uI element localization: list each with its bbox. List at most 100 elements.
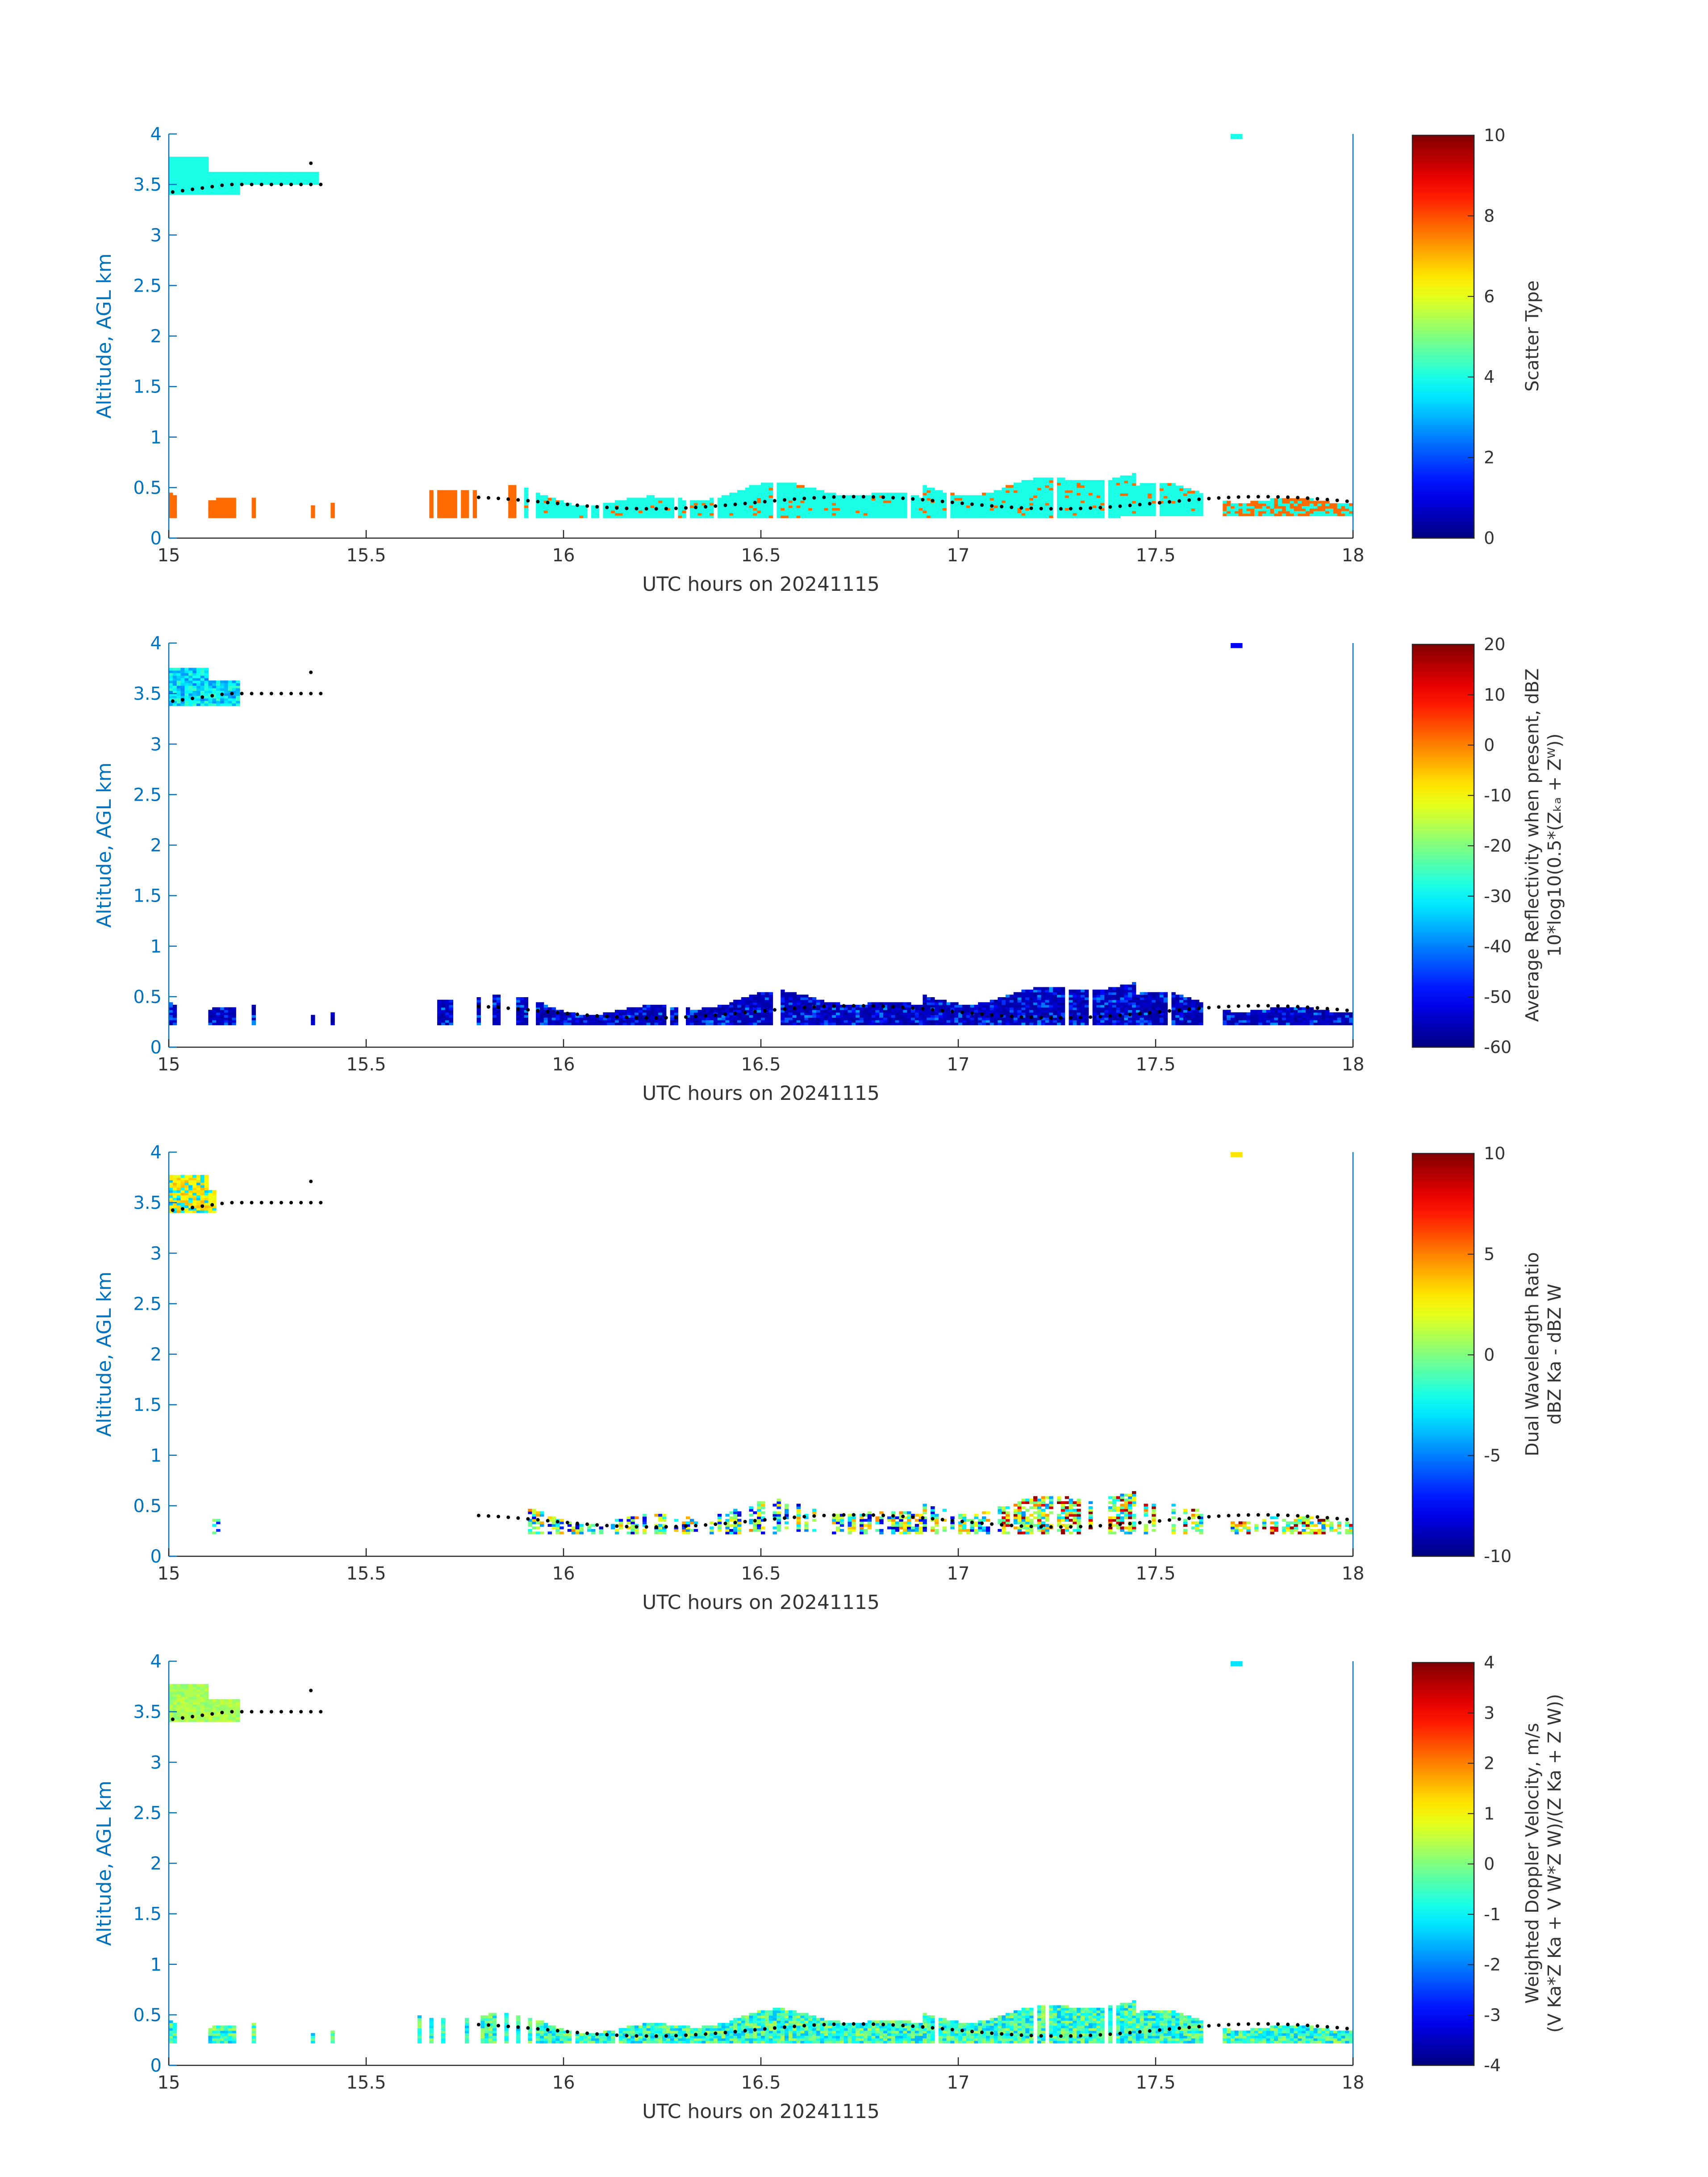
y-tick-label: 3.5 bbox=[133, 1193, 162, 1213]
data-cells bbox=[169, 1661, 1353, 2043]
dot-trace bbox=[171, 1688, 1349, 2038]
y-tick-label: 1 bbox=[150, 1446, 162, 1466]
dot-trace bbox=[171, 670, 1349, 1020]
x-tick-label: 17.5 bbox=[1136, 1563, 1175, 1584]
colorbar-tick-label: -4 bbox=[1484, 2056, 1501, 2075]
x-axis-title: UTC hours on 20241115 bbox=[642, 1591, 880, 1614]
y-axis-title: Altitude, AGL km bbox=[93, 1271, 116, 1437]
x-tick-label: 18 bbox=[1342, 1054, 1365, 1075]
colorbar-title: Dual Wavelength Ratio bbox=[1522, 1252, 1543, 1456]
x-tick-label: 15 bbox=[158, 2073, 180, 2093]
colorbar-tick-label: -3 bbox=[1484, 2005, 1501, 2025]
y-tick-label: 3.5 bbox=[133, 175, 162, 195]
colorbar bbox=[1412, 643, 1475, 1048]
y-tick-label: 0.5 bbox=[133, 2005, 162, 2026]
colorbar bbox=[1412, 1662, 1475, 2066]
data-cells bbox=[169, 643, 1353, 1025]
y-tick-label: 0.5 bbox=[133, 987, 162, 1007]
y-tick-label: 4 bbox=[150, 1651, 162, 1672]
colorbar-tick-label: 8 bbox=[1484, 206, 1495, 226]
colorbar-tick-label: 20 bbox=[1484, 635, 1505, 654]
colorbar-tick-label: -1 bbox=[1484, 1905, 1501, 1924]
x-tick-label: 16.5 bbox=[741, 2073, 781, 2093]
y-tick-label: 1.5 bbox=[133, 377, 162, 397]
y-tick-label: 2.5 bbox=[133, 1803, 162, 1823]
y-tick-label: 3 bbox=[150, 1243, 162, 1264]
colorbar-tick-label: 4 bbox=[1484, 1653, 1495, 1672]
y-axis-title: Altitude, AGL km bbox=[93, 253, 116, 418]
colorbar-tick-label: -10 bbox=[1484, 786, 1512, 805]
colorbar-tick-label: -5 bbox=[1484, 1446, 1501, 1466]
x-tick-label: 17 bbox=[947, 1054, 970, 1075]
y-tick-label: 0 bbox=[150, 528, 162, 549]
y-tick-label: 1.5 bbox=[133, 1395, 162, 1416]
x-tick-label: 16.5 bbox=[741, 1563, 781, 1584]
y-tick-label: 1 bbox=[150, 1955, 162, 1975]
x-tick-label: 15 bbox=[158, 1054, 180, 1075]
panel-1: 15 15.5 16 16.5 17 17.5 18 0 0.5 1 1.5 2 2.5 3 3.5 4 UTC… bbox=[93, 124, 1543, 596]
colorbar-tick-label: 3 bbox=[1484, 1703, 1495, 1723]
colorbar-tick-label: 10 bbox=[1484, 125, 1505, 145]
data-cells bbox=[169, 1152, 1353, 1534]
colorbar-tick-label: 1 bbox=[1484, 1804, 1495, 1823]
x-tick-label: 15 bbox=[158, 545, 180, 566]
y-tick-label: 3 bbox=[150, 734, 162, 755]
y-tick-label: 4 bbox=[150, 124, 162, 145]
colorbar-tick-label: 0 bbox=[1484, 1854, 1495, 1874]
x-tick-label: 16 bbox=[552, 2073, 575, 2093]
x-tick-label: 16.5 bbox=[741, 545, 781, 566]
y-tick-label: 4 bbox=[150, 1142, 162, 1163]
x-axis-title: UTC hours on 20241115 bbox=[642, 1082, 880, 1105]
colorbar-subtitle: dBZ Ka - dBZ W bbox=[1545, 1284, 1565, 1425]
y-axis-title: Altitude, AGL km bbox=[93, 762, 116, 928]
y-tick-label: 2.5 bbox=[133, 785, 162, 805]
y-tick-label: 0 bbox=[150, 2056, 162, 2076]
y-tick-label: 2 bbox=[150, 1854, 162, 1874]
colorbar-subtitle: 10*log10(0.5*(Zₖₐ + Zᵂ)) bbox=[1545, 733, 1565, 957]
y-tick-label: 2.5 bbox=[133, 1294, 162, 1314]
x-tick-label: 15.5 bbox=[346, 2073, 386, 2093]
y-tick-label: 0.5 bbox=[133, 478, 162, 498]
colorbar-tick-label: 10 bbox=[1484, 685, 1505, 705]
y-tick-label: 2 bbox=[150, 836, 162, 856]
y-tick-label: 0.5 bbox=[133, 1496, 162, 1517]
x-tick-label: 16 bbox=[552, 1054, 575, 1075]
y-tick-label: 4 bbox=[150, 633, 162, 654]
x-tick-label: 18 bbox=[1342, 2073, 1365, 2093]
colorbar-title: Scatter Type bbox=[1522, 280, 1543, 392]
dot-trace bbox=[171, 161, 1349, 511]
x-tick-label: 17 bbox=[947, 545, 970, 566]
y-tick-label: 2.5 bbox=[133, 276, 162, 296]
panel-2: 15 15.5 16 16.5 17 17.5 18 0 0.5 1 1.5 2 2.5 3 3.5 4 UTC… bbox=[93, 633, 1565, 1105]
colorbar-tick-label: -50 bbox=[1484, 987, 1512, 1007]
y-tick-label: 1.5 bbox=[133, 886, 162, 907]
x-tick-label: 16 bbox=[552, 1563, 575, 1584]
colorbar-tick-label: -2 bbox=[1484, 1955, 1501, 1975]
colorbar bbox=[1412, 134, 1475, 539]
y-tick-label: 2 bbox=[150, 326, 162, 347]
colorbar-tick-label: -60 bbox=[1484, 1037, 1512, 1057]
dot-trace bbox=[171, 1179, 1349, 1529]
y-tick-label: 0 bbox=[150, 1037, 162, 1058]
y-tick-label: 3 bbox=[150, 225, 162, 246]
colorbar-tick-label: 10 bbox=[1484, 1144, 1505, 1163]
colorbar-tick-label: -20 bbox=[1484, 836, 1512, 856]
x-tick-label: 16 bbox=[552, 545, 575, 566]
x-tick-label: 15.5 bbox=[346, 1563, 386, 1584]
x-tick-label: 15.5 bbox=[346, 545, 386, 566]
x-tick-label: 16.5 bbox=[741, 1054, 781, 1075]
colorbar-tick-label: -30 bbox=[1484, 886, 1512, 906]
data-cells bbox=[169, 134, 1353, 518]
y-tick-label: 3 bbox=[150, 1752, 162, 1773]
panel-3: 15 15.5 16 16.5 17 17.5 18 0 0.5 1 1.5 2 2.5 3 3.5 4 UTC… bbox=[93, 1142, 1565, 1614]
colorbar-tick-label: 0 bbox=[1484, 528, 1495, 548]
colorbar-tick-label: 2 bbox=[1484, 1754, 1495, 1773]
colorbar-tick-label: 6 bbox=[1484, 287, 1495, 306]
x-tick-label: 17.5 bbox=[1136, 1054, 1175, 1075]
colorbar-tick-label: 0 bbox=[1484, 1345, 1495, 1365]
x-tick-label: 17 bbox=[947, 2073, 970, 2093]
colorbar-tick-label: 5 bbox=[1484, 1245, 1495, 1264]
x-axis-title: UTC hours on 20241115 bbox=[642, 2100, 880, 2123]
y-tick-label: 3.5 bbox=[133, 684, 162, 704]
